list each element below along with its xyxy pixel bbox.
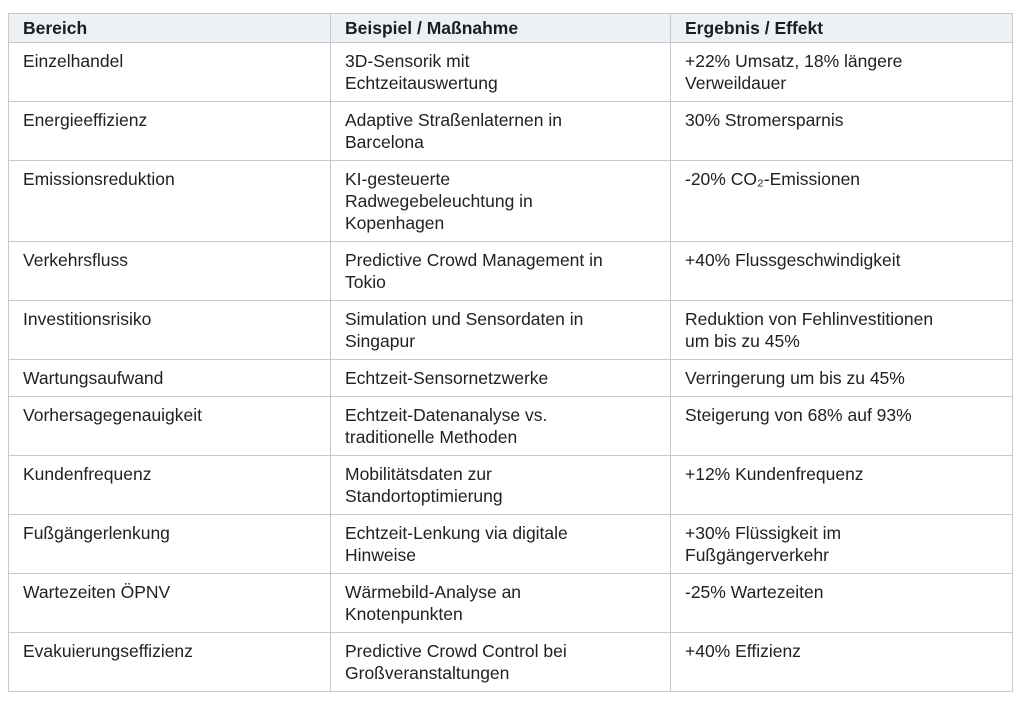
- column-header-beispiel: Beispiel / Maßnahme: [330, 13, 671, 43]
- cell-ergebnis: Steigerung von 68% auf 93%: [670, 396, 1013, 456]
- table-row: Evakuierungseffizienz Predictive Crowd C…: [8, 632, 1013, 692]
- cell-bereich: Emissionsreduktion: [8, 160, 331, 242]
- table-row: Investitionsrisiko Simulation und Sensor…: [8, 300, 1013, 360]
- cell-bereich: Energieeffizienz: [8, 101, 331, 161]
- cell-ergebnis: -20% CO₂-Emissionen: [670, 160, 1013, 242]
- cell-beispiel: Echtzeit-Datenanalyse vs. traditionelle …: [330, 396, 671, 456]
- column-header-bereich: Bereich: [8, 13, 331, 43]
- table-row: Kundenfrequenz Mobilitätsdaten zur Stand…: [8, 455, 1013, 515]
- results-table: Bereich Beispiel / Maßnahme Ergebnis / E…: [8, 13, 1013, 692]
- cell-beispiel: Mobilitätsdaten zur Standortoptimierung: [330, 455, 671, 515]
- table-row: Wartungsaufwand Echtzeit-Sensornetzwerke…: [8, 359, 1013, 397]
- cell-ergebnis: +40% Effizienz: [670, 632, 1013, 692]
- table-row: Wartezeiten ÖPNV Wärmebild-Analyse an Kn…: [8, 573, 1013, 633]
- table-row: Energieeffizienz Adaptive Straßenlaterne…: [8, 101, 1013, 161]
- cell-bereich: Verkehrsfluss: [8, 241, 331, 301]
- column-header-ergebnis: Ergebnis / Effekt: [670, 13, 1013, 43]
- table-body: Einzelhandel 3D-Sensorik mit Echtzeitaus…: [8, 42, 1013, 692]
- table-row: Vorhersagegenauigkeit Echtzeit-Datenanal…: [8, 396, 1013, 456]
- cell-ergebnis: +12% Kundenfrequenz: [670, 455, 1013, 515]
- table-row: Emissionsreduktion KI-gesteuerte Radwege…: [8, 160, 1013, 242]
- cell-bereich: Fußgängerlenkung: [8, 514, 331, 574]
- cell-bereich: Kundenfrequenz: [8, 455, 331, 515]
- cell-beispiel: 3D-Sensorik mit Echtzeitauswertung: [330, 42, 671, 102]
- cell-bereich: Investitionsrisiko: [8, 300, 331, 360]
- cell-beispiel: Predictive Crowd Control bei Großveranst…: [330, 632, 671, 692]
- cell-ergebnis: +22% Umsatz, 18% längere Verweildauer: [670, 42, 1013, 102]
- cell-ergebnis: 30% Stromersparnis: [670, 101, 1013, 161]
- cell-beispiel: Predictive Crowd Management in Tokio: [330, 241, 671, 301]
- table-row: Einzelhandel 3D-Sensorik mit Echtzeitaus…: [8, 42, 1013, 102]
- cell-ergebnis: Verringerung um bis zu 45%: [670, 359, 1013, 397]
- cell-beispiel: Simulation und Sensordaten in Singapur: [330, 300, 671, 360]
- table-row: Verkehrsfluss Predictive Crowd Managemen…: [8, 241, 1013, 301]
- cell-bereich: Evakuierungseffizienz: [8, 632, 331, 692]
- cell-ergebnis: +30% Flüssigkeit im Fußgängerverkehr: [670, 514, 1013, 574]
- cell-beispiel: Echtzeit-Lenkung via digitale Hinweise: [330, 514, 671, 574]
- cell-beispiel: Adaptive Straßenlaternen in Barcelona: [330, 101, 671, 161]
- cell-bereich: Wartezeiten ÖPNV: [8, 573, 331, 633]
- cell-ergebnis: Reduktion von Fehlinvestitionen um bis z…: [670, 300, 1013, 360]
- table-row: Fußgängerlenkung Echtzeit-Lenkung via di…: [8, 514, 1013, 574]
- cell-beispiel: Wärmebild-Analyse an Knotenpunkten: [330, 573, 671, 633]
- cell-bereich: Einzelhandel: [8, 42, 331, 102]
- cell-ergebnis: +40% Flussgeschwindigkeit: [670, 241, 1013, 301]
- header-row: Bereich Beispiel / Maßnahme Ergebnis / E…: [8, 13, 1013, 43]
- cell-beispiel: KI-gesteuerte Radwegebeleuchtung in Kope…: [330, 160, 671, 242]
- table-header: Bereich Beispiel / Maßnahme Ergebnis / E…: [8, 13, 1013, 43]
- cell-ergebnis: -25% Wartezeiten: [670, 573, 1013, 633]
- cell-beispiel: Echtzeit-Sensornetzwerke: [330, 359, 671, 397]
- cell-bereich: Vorhersagegenauigkeit: [8, 396, 331, 456]
- cell-bereich: Wartungsaufwand: [8, 359, 331, 397]
